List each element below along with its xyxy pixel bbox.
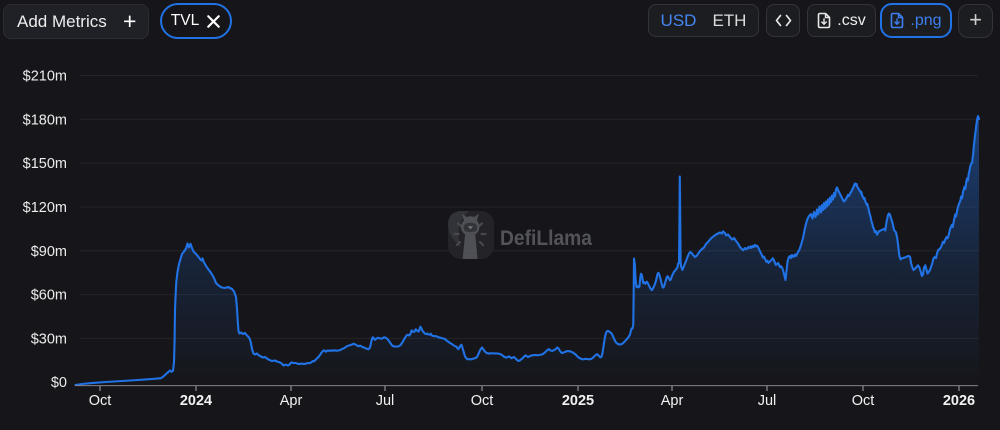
svg-text:$60m: $60m [31,288,67,304]
svg-text:$210m: $210m [23,69,67,85]
svg-text:2025: 2025 [562,393,594,409]
svg-text:Jul: Jul [758,393,777,409]
svg-text:Apr: Apr [661,393,684,409]
svg-text:$0: $0 [51,375,67,391]
svg-text:$90m: $90m [31,244,67,260]
svg-text:Oct: Oct [852,393,875,409]
svg-text:2026: 2026 [943,393,975,409]
svg-text:Oct: Oct [89,393,112,409]
svg-text:$120m: $120m [23,200,67,216]
svg-text:$30m: $30m [31,331,67,347]
svg-text:Jul: Jul [376,393,395,409]
svg-text:Oct: Oct [471,393,494,409]
svg-text:$180m: $180m [23,112,67,128]
svg-text:Apr: Apr [280,393,303,409]
svg-text:DefiLlama: DefiLlama [500,227,592,250]
svg-text:$150m: $150m [23,156,67,172]
svg-text:2024: 2024 [180,393,212,409]
